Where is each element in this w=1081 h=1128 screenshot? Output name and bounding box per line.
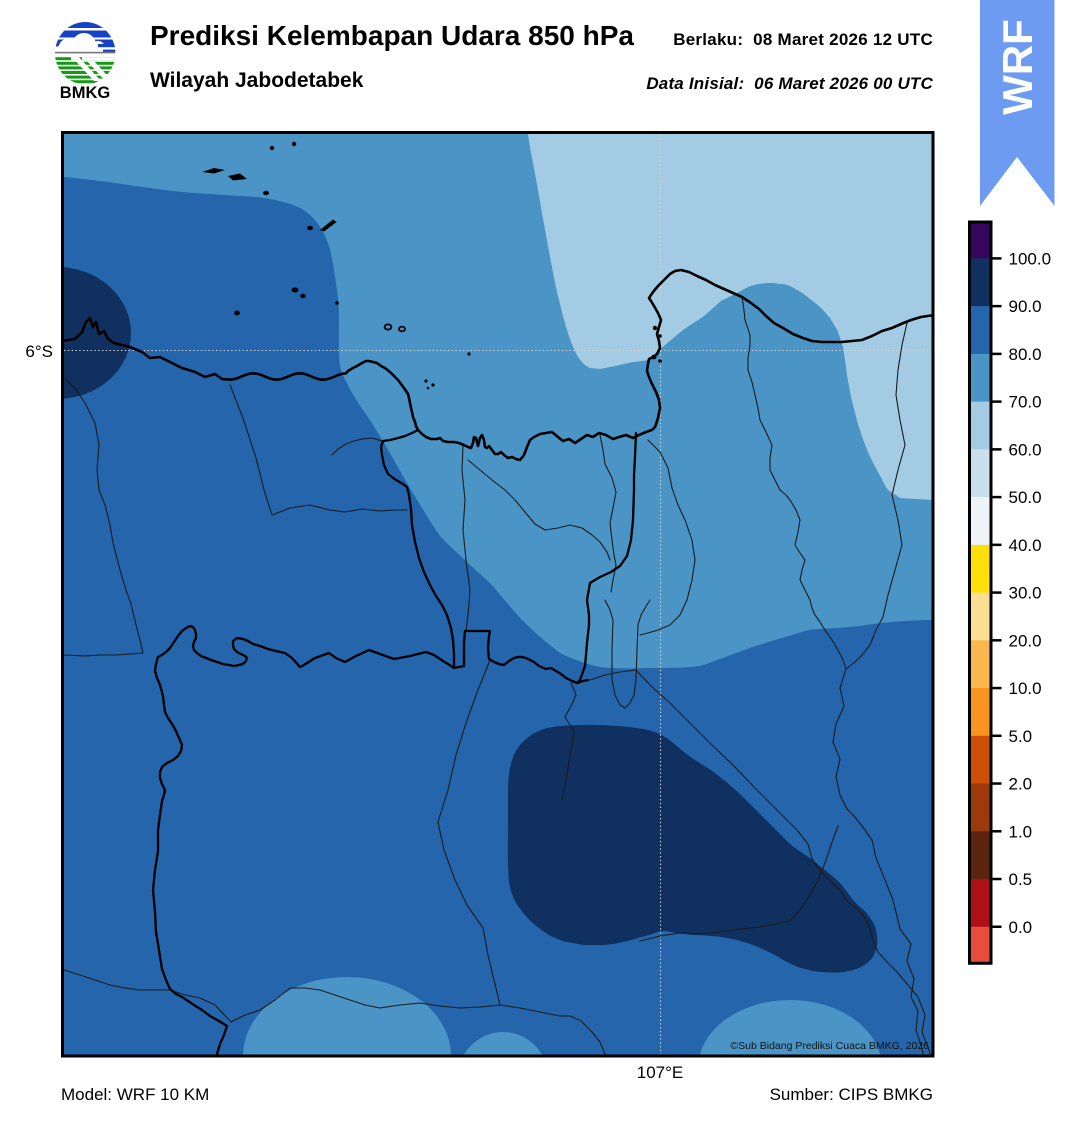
svg-text:60.0: 60.0	[1009, 440, 1042, 459]
svg-text:20.0: 20.0	[1009, 631, 1042, 650]
svg-text:100.0: 100.0	[1009, 249, 1052, 268]
svg-text:70.0: 70.0	[1009, 393, 1042, 412]
svg-text:90.0: 90.0	[1009, 297, 1042, 316]
svg-text:80.0: 80.0	[1009, 345, 1042, 364]
svg-text:5.0: 5.0	[1009, 727, 1033, 746]
svg-text:©Sub Bidang Prediksi Cuaca BMK: ©Sub Bidang Prediksi Cuaca BMKG, 2026	[730, 1040, 929, 1052]
svg-text:WRF: WRF	[994, 19, 1041, 115]
svg-text:10.0: 10.0	[1009, 679, 1042, 698]
svg-text:50.0: 50.0	[1009, 488, 1042, 507]
svg-text:0.0: 0.0	[1009, 918, 1033, 937]
svg-text:Sumber: CIPS BMKG: Sumber: CIPS BMKG	[770, 1085, 933, 1104]
svg-text:1.0: 1.0	[1009, 822, 1033, 841]
svg-text:30.0: 30.0	[1009, 584, 1042, 603]
svg-text:2.0: 2.0	[1009, 775, 1033, 794]
svg-text:107°E: 107°E	[637, 1063, 684, 1082]
svg-text:Model: WRF 10 KM: Model: WRF 10 KM	[61, 1085, 209, 1104]
svg-text:40.0: 40.0	[1009, 536, 1042, 555]
svg-text:0.5: 0.5	[1009, 870, 1033, 889]
svg-text:6°S: 6°S	[25, 342, 53, 361]
